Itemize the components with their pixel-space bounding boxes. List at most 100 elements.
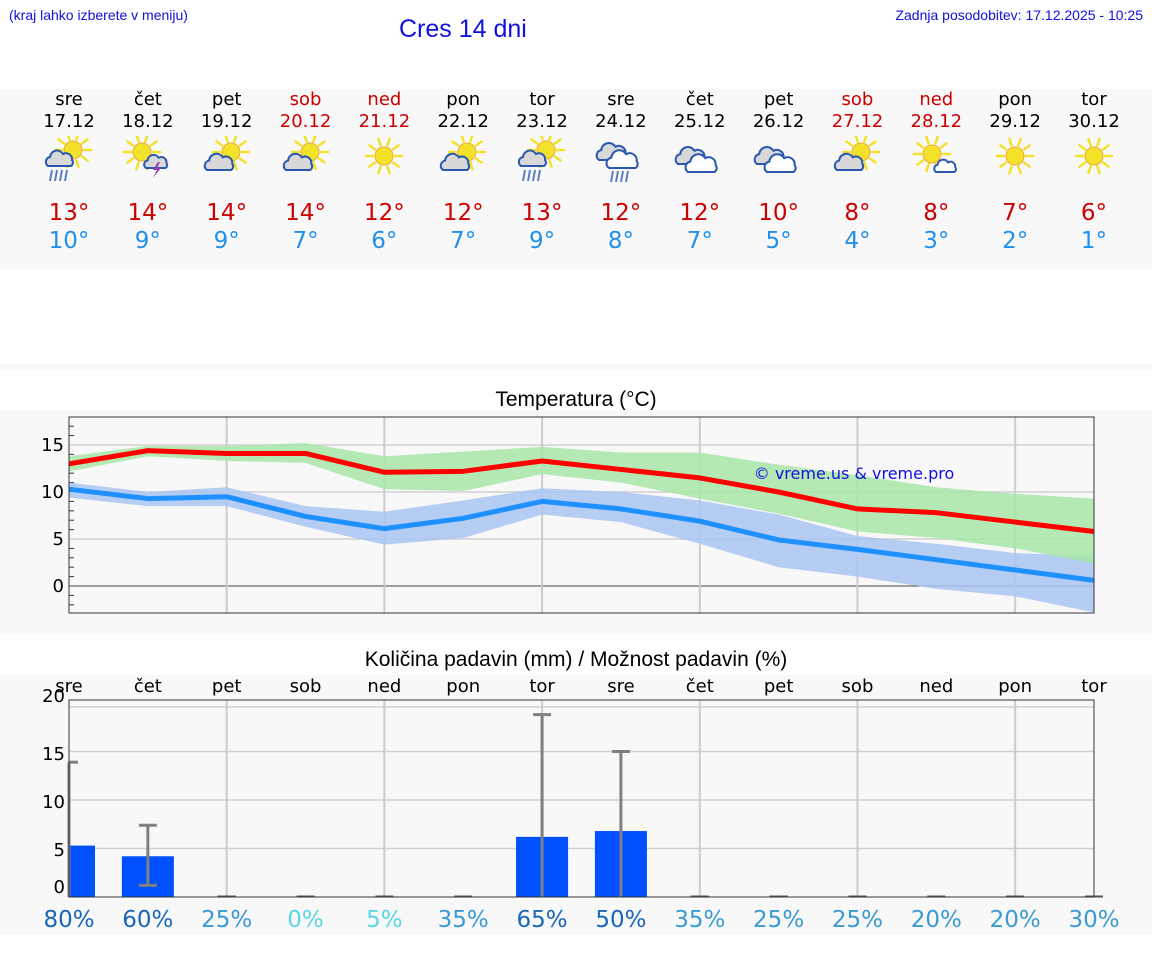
svg-text:sob: sob bbox=[842, 676, 874, 697]
precip-probability: 5% bbox=[366, 907, 403, 933]
day-date: 19.12 bbox=[200, 111, 253, 132]
precip-probability: 65% bbox=[517, 907, 568, 933]
svg-text:0: 0 bbox=[54, 877, 65, 898]
clouds-icon bbox=[753, 136, 805, 184]
temperature-chart: 0 5 10 15 © vreme.us & vreme.pro bbox=[41, 416, 1095, 614]
sun-cloud-icon bbox=[201, 133, 253, 184]
sun-cloud-icon bbox=[437, 133, 489, 184]
day-name: sre bbox=[607, 89, 635, 110]
day-name: ned bbox=[367, 89, 402, 110]
precip-probability: 35% bbox=[674, 907, 725, 933]
svg-text:0: 0 bbox=[53, 576, 64, 597]
day-name: ned bbox=[919, 89, 954, 110]
max-temperature: 6° bbox=[1080, 200, 1108, 226]
min-temperature: 9° bbox=[134, 228, 161, 254]
svg-text:sob: sob bbox=[290, 676, 322, 697]
min-temperature: 8° bbox=[607, 228, 634, 254]
svg-text:pet: pet bbox=[212, 676, 242, 697]
svg-text:sre: sre bbox=[55, 676, 82, 697]
precip-probability: 50% bbox=[595, 907, 646, 933]
sun-small-cloud-icon bbox=[910, 135, 962, 184]
svg-text:15: 15 bbox=[41, 435, 64, 456]
svg-text:5: 5 bbox=[54, 840, 65, 861]
day-date: 30.12 bbox=[1068, 111, 1120, 132]
precip-probability: 60% bbox=[122, 907, 173, 933]
day-date: 26.12 bbox=[752, 111, 805, 132]
day-name: sob bbox=[841, 89, 874, 110]
precip-probability: 20% bbox=[990, 907, 1041, 933]
sun-cloud-thunder-icon bbox=[122, 133, 174, 184]
sun-cloud-rain-icon bbox=[516, 131, 568, 184]
day-name: sre bbox=[55, 89, 83, 110]
max-temperature: 13° bbox=[48, 200, 90, 226]
page-title: Cres 14 dni bbox=[399, 15, 527, 43]
min-temperature: 5° bbox=[765, 228, 792, 254]
svg-text:pon: pon bbox=[446, 676, 480, 697]
sun-cloud-rain-icon bbox=[43, 131, 95, 184]
day-date: 21.12 bbox=[358, 111, 411, 132]
max-temperature: 12° bbox=[600, 200, 642, 226]
svg-text:čet: čet bbox=[686, 676, 714, 697]
precipitation-chart-title: Količina padavin (mm) / Možnost padavin … bbox=[364, 648, 788, 671]
day-name: pet bbox=[211, 89, 242, 110]
precip-probability: 25% bbox=[201, 907, 252, 933]
svg-text:20: 20 bbox=[42, 686, 65, 707]
day-name: pet bbox=[763, 89, 794, 110]
day-name: čet bbox=[133, 89, 162, 110]
day-name: tor bbox=[529, 89, 555, 110]
min-temperature: 3° bbox=[923, 228, 950, 254]
svg-text:čet: čet bbox=[134, 676, 162, 697]
day-date: 27.12 bbox=[831, 111, 884, 132]
sun-icon bbox=[358, 136, 410, 184]
max-temperature: 12° bbox=[363, 200, 405, 226]
day-date: 22.12 bbox=[437, 111, 489, 132]
day-name: sob bbox=[289, 89, 322, 110]
sun-icon bbox=[989, 136, 1041, 184]
min-temperature: 9° bbox=[213, 228, 240, 254]
day-date: 17.12 bbox=[43, 111, 95, 132]
max-temperature: 8° bbox=[923, 200, 950, 226]
clouds-icon bbox=[674, 136, 726, 184]
svg-text:ned: ned bbox=[919, 676, 953, 697]
max-temperature: 13° bbox=[521, 200, 563, 226]
day-date: 23.12 bbox=[516, 111, 568, 132]
max-temperature: 7° bbox=[1002, 200, 1029, 226]
svg-text:10: 10 bbox=[41, 482, 64, 503]
svg-text:tor: tor bbox=[529, 676, 555, 697]
svg-text:pet: pet bbox=[764, 676, 794, 697]
min-temperature: 7° bbox=[686, 228, 713, 254]
sun-cloud-icon bbox=[280, 133, 332, 184]
day-name: čet bbox=[685, 89, 714, 110]
clouds-rain-icon bbox=[595, 136, 647, 184]
precip-probability: 35% bbox=[438, 907, 489, 933]
max-temperature: 14° bbox=[127, 200, 169, 226]
precip-probability: 25% bbox=[753, 907, 804, 933]
svg-text:tor: tor bbox=[1081, 676, 1107, 697]
svg-text:15: 15 bbox=[42, 744, 65, 765]
precip-probability: 80% bbox=[43, 907, 94, 933]
min-temperature: 9° bbox=[528, 228, 556, 254]
location-menu-hint[interactable]: (kraj lahko izberete v meniju) bbox=[9, 7, 188, 23]
day-name: pon bbox=[446, 89, 481, 110]
separator bbox=[0, 364, 1152, 370]
day-date: 25.12 bbox=[674, 111, 726, 132]
max-temperature: 14° bbox=[285, 200, 326, 226]
svg-text:10: 10 bbox=[42, 792, 65, 813]
svg-text:5: 5 bbox=[53, 529, 64, 550]
min-temperature: 10° bbox=[48, 228, 90, 254]
min-temperature: 7° bbox=[450, 228, 477, 254]
min-temperature: 1° bbox=[1080, 228, 1108, 254]
day-date: 29.12 bbox=[989, 111, 1041, 132]
precip-probability: 30% bbox=[1068, 907, 1119, 933]
day-name: pon bbox=[998, 89, 1033, 110]
max-temperature: 14° bbox=[206, 200, 248, 226]
temperature-chart-title: Temperatura (°C) bbox=[495, 388, 657, 411]
svg-text:sre: sre bbox=[607, 676, 634, 697]
daily-forecast-band bbox=[0, 89, 1152, 269]
svg-text:pon: pon bbox=[998, 676, 1032, 697]
min-temperature: 7° bbox=[292, 228, 319, 254]
precip-probability: 0% bbox=[287, 907, 324, 933]
max-temperature: 12° bbox=[679, 200, 721, 226]
max-temperature: 10° bbox=[758, 200, 799, 226]
day-name: tor bbox=[1081, 89, 1107, 110]
